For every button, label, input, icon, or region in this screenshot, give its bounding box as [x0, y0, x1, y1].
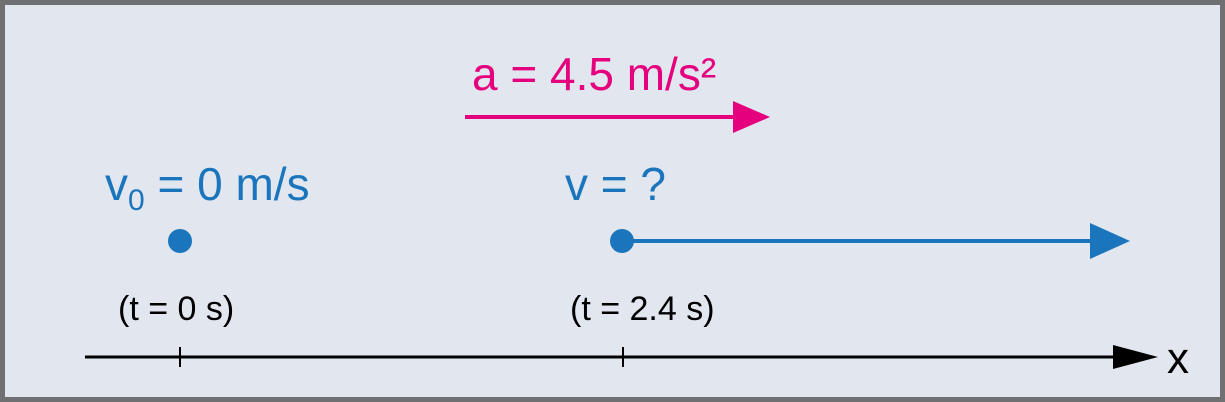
- axis-label: x: [1167, 334, 1189, 383]
- initial-velocity-label: v0 = 0 m/s: [105, 158, 310, 217]
- velocity-subscript: 0: [128, 184, 145, 217]
- final-velocity-arrow-icon: [610, 223, 1130, 259]
- acceleration-label: a = 4.5 m/s²: [472, 48, 716, 100]
- position-axis: [85, 345, 1158, 369]
- motion-diagram: a = 4.5 m/s² v0 = 0 m/s v = ? (t = 0 s) …: [85, 48, 1189, 383]
- initial-velocity-value: = 0 m/s: [145, 158, 310, 210]
- acceleration-arrow-icon: [465, 101, 770, 133]
- initial-position-dot-icon: [168, 229, 192, 253]
- initial-time-label: (t = 0 s): [118, 290, 234, 328]
- velocity-symbol: v: [105, 158, 128, 210]
- final-time-label: (t = 2.4 s): [570, 290, 715, 328]
- final-velocity-label: v = ?: [565, 158, 666, 210]
